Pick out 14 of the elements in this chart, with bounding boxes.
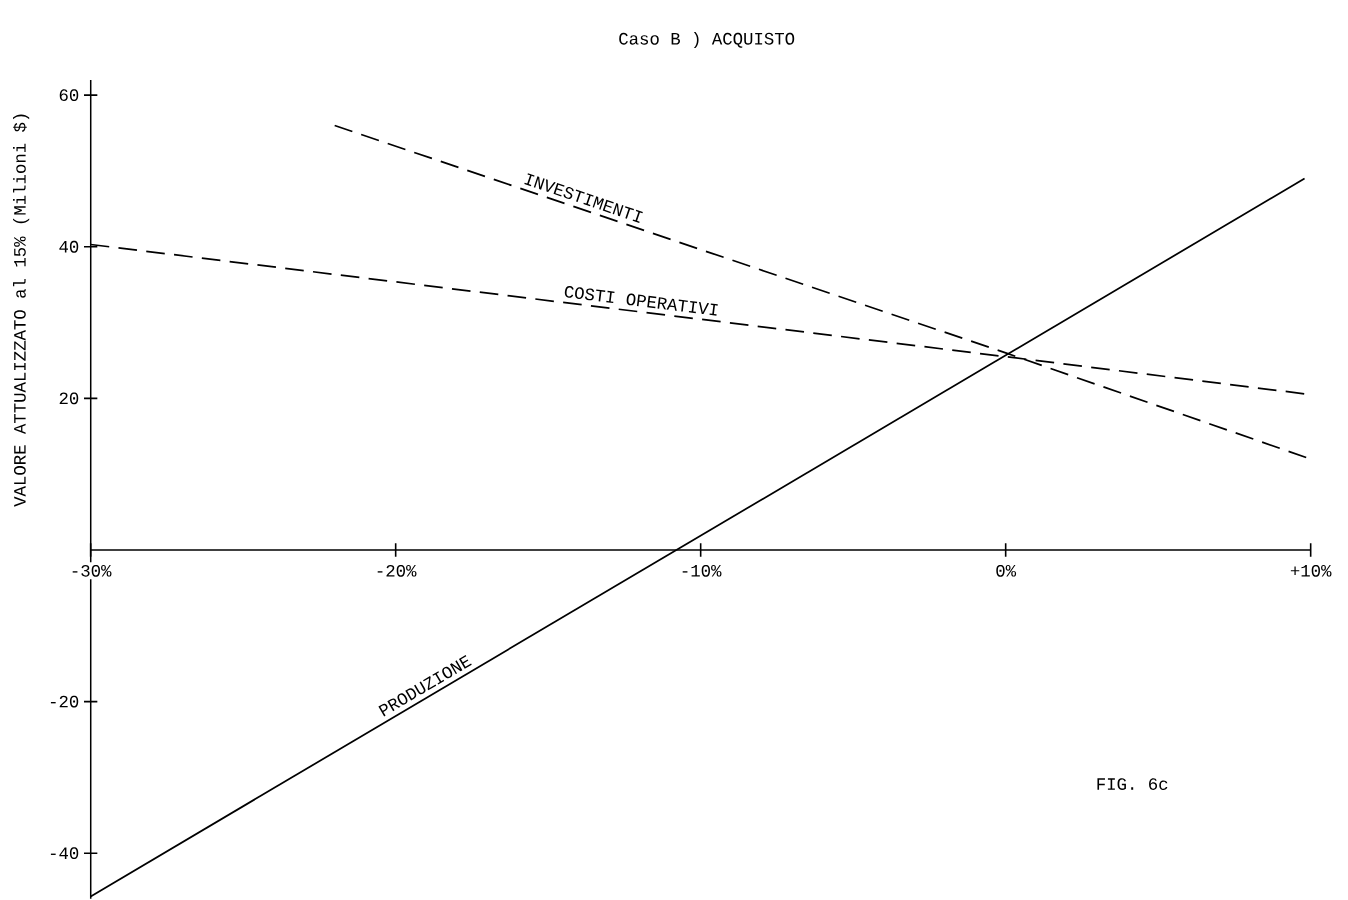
y-tick-label: 60 [59, 89, 79, 102]
chart-title: Caso B ) ACQUISTO [619, 31, 795, 49]
x-tick-label: 0% [996, 564, 1017, 577]
y-axis-title: VALORE ATTUALIZZATO al 15% (Milioni $) [13, 114, 30, 507]
annotation: FIG. 6c [1097, 778, 1168, 790]
y-tick-label: -40 [50, 847, 79, 860]
y-tick-label: -20 [50, 695, 79, 708]
x-tick-label: +10% [1290, 564, 1332, 577]
x-tick-label: -30% [72, 564, 112, 577]
x-tick-label: -20% [377, 564, 417, 577]
x-tick-label: -10% [682, 564, 722, 577]
y-tick-label: 40 [59, 240, 79, 253]
y-tick-label: 20 [59, 392, 79, 405]
text: COSTI OPERATIVI [564, 286, 718, 316]
